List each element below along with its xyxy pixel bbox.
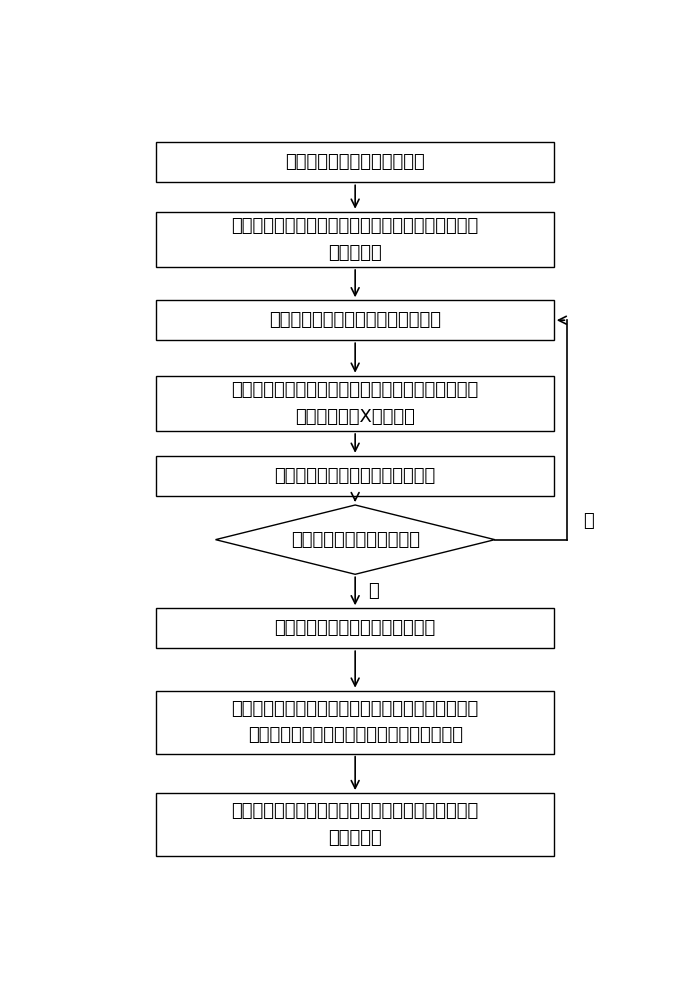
- FancyBboxPatch shape: [157, 608, 554, 648]
- Text: 对朴素贝叶斯分类器模型进行修正: 对朴素贝叶斯分类器模型进行修正: [274, 467, 436, 485]
- Text: 根据化工过程历史信号建立初始训练信号集和未标记
观测信号集: 根据化工过程历史信号建立初始训练信号集和未标记 观测信号集: [231, 217, 479, 262]
- Text: 是: 是: [369, 582, 379, 600]
- Text: 更新训练信号集和未标记观测信号集: 更新训练信号集和未标记观测信号集: [269, 311, 441, 329]
- FancyBboxPatch shape: [157, 793, 554, 856]
- FancyBboxPatch shape: [157, 456, 554, 496]
- Text: 否: 否: [584, 512, 594, 530]
- FancyBboxPatch shape: [157, 212, 554, 267]
- FancyBboxPatch shape: [157, 300, 554, 340]
- Text: 所有历史信号均被检测过？: 所有历史信号均被检测过？: [290, 531, 420, 549]
- FancyBboxPatch shape: [157, 691, 554, 754]
- Text: 得到化工过程故障监控结果，即实时确定化工过程中
的信号类别: 得到化工过程故障监控结果，即实时确定化工过程中 的信号类别: [231, 802, 479, 847]
- FancyBboxPatch shape: [157, 142, 554, 182]
- Polygon shape: [216, 505, 495, 574]
- Text: 得到最终的朴素贝叶斯分类器模型: 得到最终的朴素贝叶斯分类器模型: [274, 619, 436, 637]
- Text: 将实时采集的化工过程信号的属性作为最终的朴素贝
叶斯分类器模型的输入，对化工过程故障监控: 将实时采集的化工过程信号的属性作为最终的朴素贝 叶斯分类器模型的输入，对化工过程…: [231, 700, 479, 744]
- Text: 实时采集化工过程信号的属性: 实时采集化工过程信号的属性: [286, 153, 425, 171]
- FancyBboxPatch shape: [157, 376, 554, 431]
- Text: 根据训练信号集建立朴素贝叶斯分类器模型并预测未
标记观测信号X的类标签: 根据训练信号集建立朴素贝叶斯分类器模型并预测未 标记观测信号X的类标签: [231, 381, 479, 426]
